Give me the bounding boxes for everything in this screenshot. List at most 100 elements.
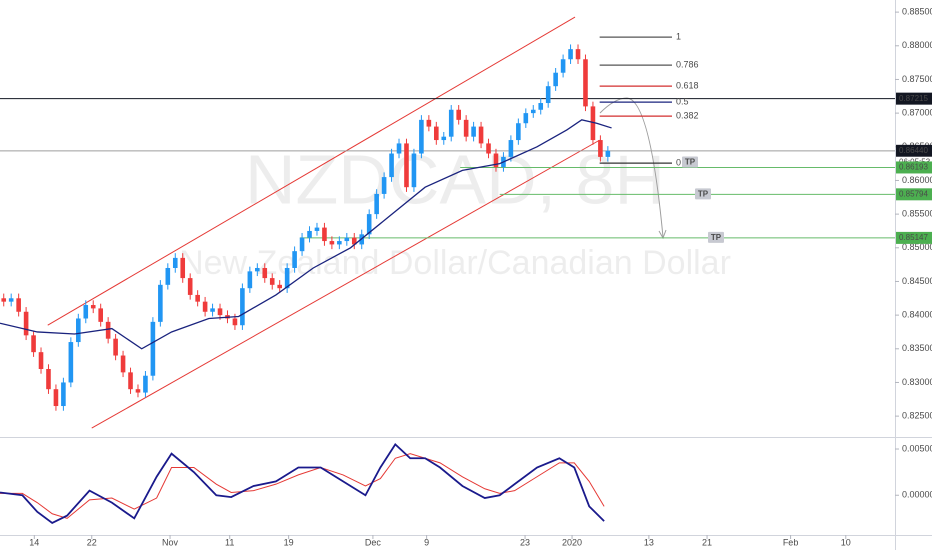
tp-label: TP bbox=[711, 233, 722, 242]
candle-body bbox=[68, 342, 74, 383]
tp-badge bbox=[682, 156, 698, 168]
price-tag-label: 0.85794 bbox=[899, 189, 928, 198]
candle-body bbox=[172, 257, 178, 268]
candle-body bbox=[165, 267, 171, 285]
x-tick-label: 23 bbox=[520, 537, 530, 547]
candle-body bbox=[38, 352, 44, 369]
candle-body bbox=[598, 140, 603, 157]
candle-body bbox=[523, 113, 529, 124]
candle-body bbox=[530, 109, 536, 114]
price-tag-label: 0.85147 bbox=[899, 233, 928, 242]
y-tick-label: 0.86000 bbox=[902, 175, 932, 185]
price-tag bbox=[896, 188, 932, 201]
price-tag bbox=[896, 144, 932, 157]
candle-body bbox=[113, 338, 118, 356]
candle-body bbox=[456, 109, 461, 120]
candle-body bbox=[83, 305, 89, 319]
candle-body bbox=[583, 59, 588, 107]
candle-body bbox=[322, 227, 327, 242]
fib-label: 0.5 bbox=[676, 97, 689, 107]
candle-body bbox=[419, 119, 424, 154]
candle-body bbox=[180, 257, 186, 279]
fib-label: 1 bbox=[676, 31, 681, 41]
y-tick-label: 0.87500 bbox=[902, 74, 932, 84]
candle-body bbox=[150, 321, 156, 376]
candle-body bbox=[105, 321, 111, 339]
x-tick-label: 14 bbox=[29, 537, 39, 547]
candle-body bbox=[381, 177, 387, 194]
candle-body bbox=[31, 335, 36, 353]
candle-body bbox=[292, 251, 297, 268]
candle-body bbox=[143, 375, 148, 393]
candle-body bbox=[314, 227, 320, 231]
price-tag bbox=[896, 92, 932, 105]
y-tick-label: 0.85000 bbox=[902, 242, 932, 252]
candle-body bbox=[404, 143, 409, 188]
y-tick-label: 0.88000 bbox=[902, 40, 932, 50]
tp-badge bbox=[695, 188, 711, 200]
candle-body bbox=[434, 126, 439, 141]
candle-body bbox=[202, 301, 208, 312]
candle-body bbox=[76, 318, 81, 343]
candle-body bbox=[277, 284, 282, 289]
watermark-subtitle: New Zealand Dollar/Canadian Dollar bbox=[179, 244, 731, 282]
candle-body bbox=[135, 389, 141, 393]
fib-label: 0.618 bbox=[676, 80, 699, 90]
x-tick-label: 13 bbox=[644, 537, 654, 547]
candle-body bbox=[463, 119, 469, 137]
y-tick-label: 0.83500 bbox=[902, 343, 932, 353]
oscillator-line bbox=[0, 443, 605, 525]
y-tick-label: 0.83000 bbox=[902, 377, 932, 387]
candle-body bbox=[284, 267, 290, 289]
candle-body bbox=[46, 368, 51, 390]
candle-body bbox=[516, 123, 521, 141]
candle-body bbox=[337, 241, 342, 245]
tp-label: TP bbox=[685, 158, 696, 167]
y-tick-label: 0.85500 bbox=[902, 208, 932, 218]
candle-body bbox=[568, 49, 573, 60]
candle-body bbox=[605, 150, 611, 157]
candle-body bbox=[217, 308, 223, 316]
candle-body bbox=[486, 143, 491, 154]
candle-body bbox=[269, 278, 275, 285]
fib-label: 0.786 bbox=[676, 59, 699, 69]
watermark-title: NZDCAD, 8H bbox=[245, 140, 665, 218]
y-tick-label: 0.84500 bbox=[902, 276, 932, 286]
candle-body bbox=[90, 305, 96, 309]
x-tick-label: 19 bbox=[284, 537, 294, 547]
candle-body bbox=[374, 193, 379, 215]
oscillator-pane bbox=[0, 443, 605, 525]
projection-arrow bbox=[599, 97, 664, 238]
candle-body bbox=[396, 143, 402, 154]
candle-body bbox=[158, 284, 163, 322]
x-tick-label: Dec bbox=[365, 537, 382, 547]
candle-body bbox=[307, 230, 312, 238]
candle-body bbox=[23, 311, 29, 336]
candle-body bbox=[575, 49, 581, 60]
candle-body bbox=[187, 278, 193, 295]
y-tick-label: 0.84000 bbox=[902, 309, 932, 319]
candle-body bbox=[16, 298, 21, 312]
channel-line bbox=[91, 139, 600, 429]
candle-body bbox=[299, 237, 305, 252]
x-tick-label: 22 bbox=[87, 537, 97, 547]
candle-body bbox=[232, 318, 238, 326]
candle-body bbox=[553, 72, 558, 87]
candle-body bbox=[128, 372, 133, 390]
candle-body bbox=[195, 294, 200, 302]
candle-body bbox=[389, 153, 394, 178]
candle-body bbox=[441, 136, 447, 141]
candle-body bbox=[61, 382, 66, 407]
fib-label: 0.382 bbox=[676, 111, 699, 121]
candle-body bbox=[344, 237, 350, 242]
candle-body bbox=[262, 267, 268, 279]
candle-body bbox=[98, 308, 103, 322]
candle-body bbox=[255, 267, 260, 272]
y-tick-label: 0.00500 bbox=[902, 443, 932, 453]
candle-body bbox=[210, 308, 215, 312]
candle-body bbox=[329, 241, 335, 245]
candle-body bbox=[471, 126, 476, 137]
candle-body bbox=[448, 109, 454, 137]
y-tick-label: 0.00000 bbox=[902, 490, 932, 500]
candle-body bbox=[538, 103, 544, 110]
